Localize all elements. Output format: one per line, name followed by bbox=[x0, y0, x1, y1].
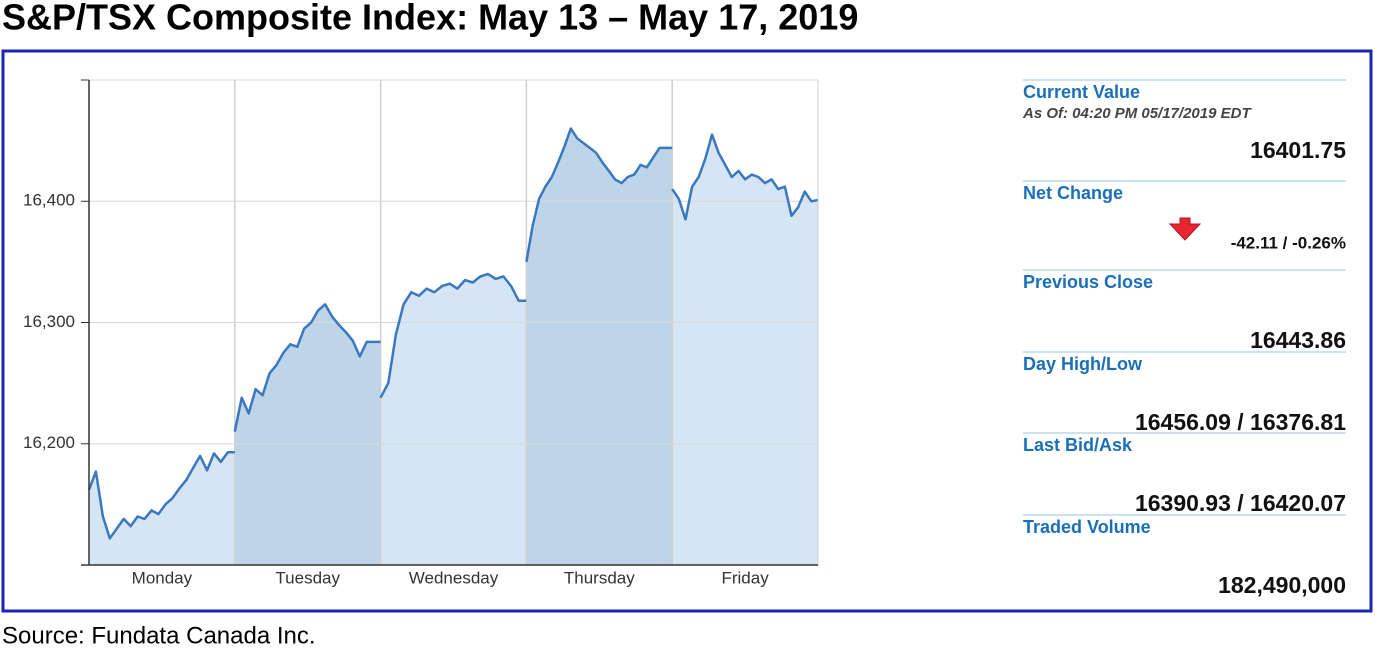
line bbox=[525, 127, 673, 263]
panel-label: Current Value bbox=[1023, 82, 1140, 102]
down-arrow bbox=[1168, 217, 1202, 241]
panel-value: 16401.75 bbox=[1250, 137, 1346, 163]
frame bbox=[1, 49, 1373, 613]
panel-value: -42.11 / -0.26% bbox=[1231, 233, 1346, 252]
x-tick-label: Tuesday bbox=[275, 568, 340, 587]
y-tick-label: 16,400 bbox=[23, 191, 75, 210]
area bbox=[672, 134, 818, 565]
area bbox=[380, 274, 527, 565]
panel-label: Net Change bbox=[1023, 183, 1123, 203]
source: Source: Fundata Canada Inc. bbox=[2, 622, 316, 649]
area bbox=[234, 304, 381, 565]
line bbox=[379, 272, 527, 399]
area bbox=[89, 452, 235, 565]
title: S&P/TSX Composite Index: May 13 – May 17… bbox=[2, 0, 858, 38]
panel-label: Traded Volume bbox=[1023, 517, 1151, 537]
panel-label: Previous Close bbox=[1023, 272, 1153, 292]
y-tick-label: 16,300 bbox=[23, 312, 75, 331]
line bbox=[87, 450, 235, 540]
panel-value: 16390.93 / 16420.07 bbox=[1135, 490, 1346, 516]
area bbox=[526, 128, 673, 565]
panel-label: Last Bid/Ask bbox=[1023, 435, 1133, 455]
panel-label: Day High/Low bbox=[1023, 354, 1143, 374]
panel-value: 16456.09 / 16376.81 bbox=[1135, 409, 1346, 435]
x-tick-label: Friday bbox=[721, 568, 769, 587]
panel-value: 16443.86 bbox=[1250, 327, 1346, 353]
x-tick-label: Wednesday bbox=[409, 568, 499, 587]
line bbox=[671, 133, 819, 221]
y-tick-label: 16,200 bbox=[23, 433, 75, 452]
panel-value: 182,490,000 bbox=[1218, 572, 1346, 598]
line bbox=[233, 303, 381, 432]
x-tick-label: Monday bbox=[132, 568, 193, 587]
x-tick-label: Thursday bbox=[564, 568, 635, 587]
panel-note: As Of: 04:20 PM 05/17/2019 EDT bbox=[1022, 105, 1252, 122]
